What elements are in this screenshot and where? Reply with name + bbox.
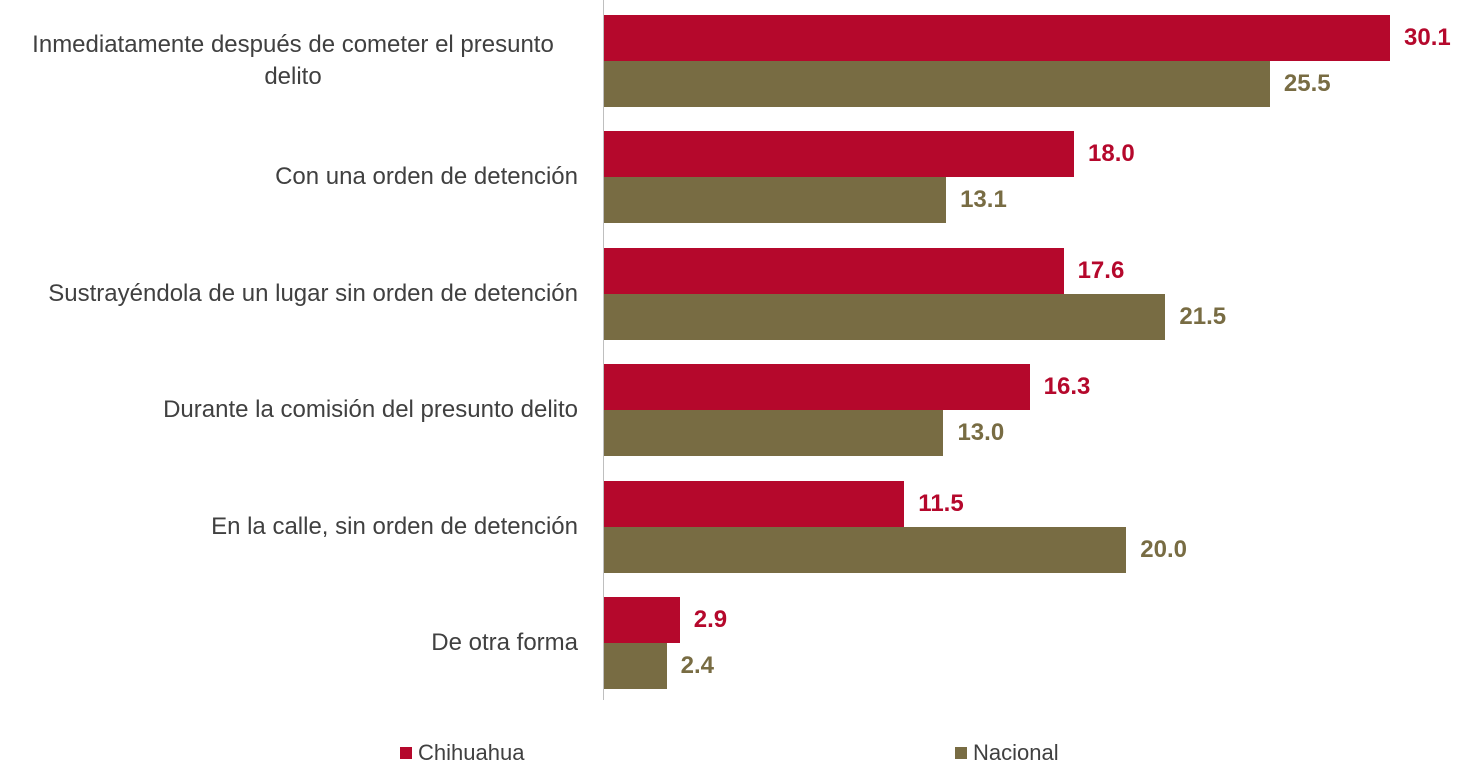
category-label: De otra forma [0, 603, 578, 683]
category-text: Inmediatamente después de cometer el pre… [32, 31, 554, 90]
category-text: De otra forma [431, 629, 578, 656]
value-label: 2.9 [693, 606, 728, 633]
bar [604, 643, 667, 689]
value-label: 17.6 [1077, 256, 1125, 284]
legend-item: Nacional [955, 738, 1059, 768]
value-label: 30.1 [1404, 24, 1451, 51]
bar [604, 480, 905, 527]
bar [604, 15, 1390, 61]
legend-swatch [400, 747, 412, 759]
category-label: Durante la comisión del presunto delito [0, 370, 578, 450]
bar [604, 61, 1270, 107]
bar [604, 526, 1127, 573]
value-label: 11.5 [918, 489, 964, 517]
bar [604, 597, 680, 643]
category-label: Sustrayéndola de un lugar sin orden de d… [0, 254, 578, 334]
legend-label: Chihuahua [418, 740, 525, 765]
bar [604, 247, 1064, 294]
category-text: Sustrayéndola de un lugar sin orden de d… [48, 279, 578, 307]
value-label: 25.5 [1283, 70, 1331, 97]
category-text: En la calle, sin orden de detención [211, 512, 578, 540]
legend-swatch [955, 747, 967, 759]
bar [604, 410, 944, 457]
legend-item: Chihuahua [400, 738, 524, 768]
value-label: 13.0 [957, 419, 1005, 447]
category-axis [603, 0, 604, 700]
category-label: En la calle, sin orden de detención [0, 487, 578, 567]
value-label: 21.5 [1179, 302, 1227, 330]
value-label: 18.0 [1088, 140, 1135, 168]
bar [604, 177, 947, 224]
bar [604, 293, 1166, 340]
category-label: Inmediatamente después de cometer el pre… [0, 21, 578, 101]
value-label: 20.0 [1140, 535, 1187, 563]
bar [604, 131, 1075, 178]
legend-label: Nacional [973, 740, 1059, 765]
category-text: Con una orden de detención [275, 163, 578, 191]
value-label: 13.1 [960, 186, 1007, 214]
value-label: 16.3 [1043, 373, 1091, 401]
value-label: 2.4 [680, 652, 715, 679]
category-text: Durante la comisión del presunto delito [163, 396, 578, 424]
category-label: Con una orden de detención [0, 137, 578, 217]
bar [604, 364, 1030, 411]
